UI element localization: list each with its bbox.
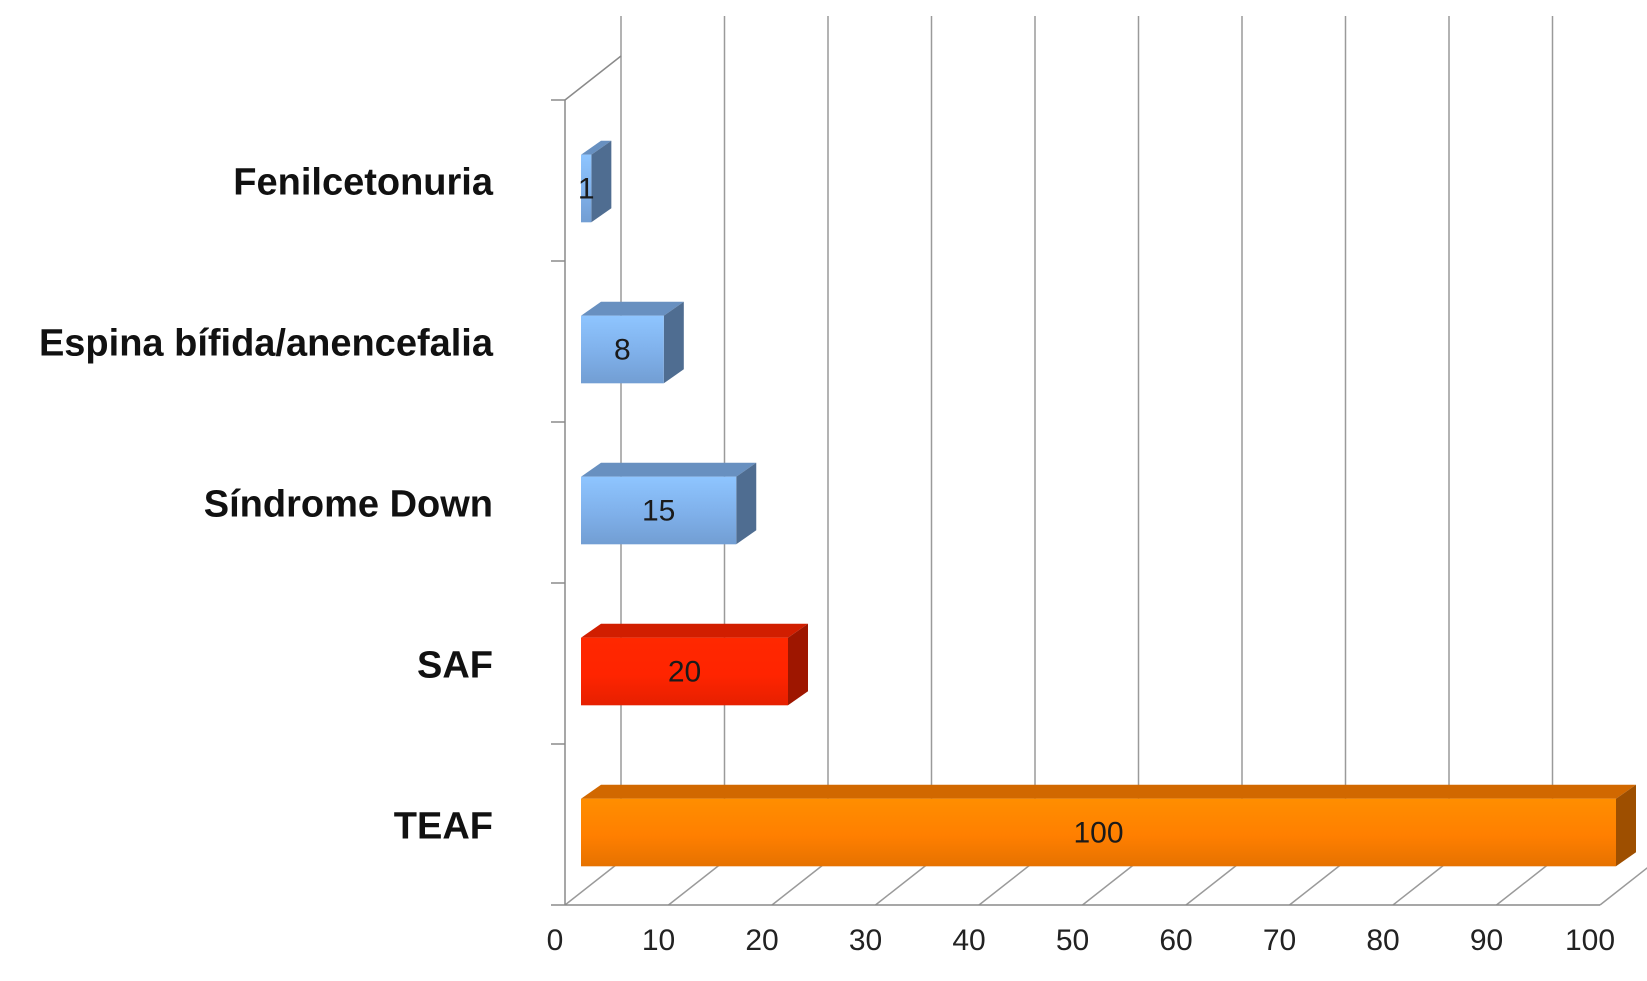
floor-gridline bbox=[1289, 860, 1346, 906]
bar-side-face bbox=[591, 140, 612, 223]
floor-gridline bbox=[1599, 867, 1647, 906]
gridlines bbox=[564, 16, 1647, 906]
floor-gridline bbox=[1082, 860, 1139, 906]
bar-side-face bbox=[788, 623, 808, 706]
bar-side-face bbox=[1616, 784, 1636, 867]
x-tick-labels: 0 10 20 30 40 50 60 70 80 90 100 bbox=[547, 924, 1615, 957]
category-label-espina-bifida-anencefalia: Espina bífida/anencefalia bbox=[39, 323, 494, 365]
data-label-fenilcetonuria: 1 bbox=[578, 173, 595, 206]
floor-gridline bbox=[1496, 860, 1553, 906]
bars: 100 20 15 8 1 bbox=[578, 140, 1636, 867]
x-tick-label-80: 80 bbox=[1366, 924, 1399, 957]
x-tick-label-90: 90 bbox=[1470, 924, 1503, 957]
bar-teaf: 100 bbox=[581, 784, 1636, 867]
bar-side-face bbox=[663, 301, 684, 384]
category-label-fenilcetonuria: Fenilcetonuria bbox=[233, 162, 494, 204]
bar-top-face bbox=[581, 784, 1636, 799]
bar-fenilcetonuria: 1 bbox=[578, 140, 612, 223]
floor-gridline bbox=[668, 860, 725, 906]
data-label-saf: 20 bbox=[668, 656, 701, 689]
x-tick-label-100: 100 bbox=[1565, 924, 1615, 957]
floor-gridline bbox=[564, 860, 622, 906]
bar-front-face bbox=[581, 798, 1616, 867]
floor-gridline bbox=[1185, 860, 1243, 906]
category-labels: TEAF SAF Síndrome Down Espina bífida/anence… bbox=[39, 162, 494, 848]
y-axis-depth bbox=[564, 55, 622, 101]
floor-gridline bbox=[771, 860, 829, 906]
bar-front-face bbox=[581, 637, 788, 706]
bar-top-face bbox=[581, 462, 757, 477]
bar-top-face bbox=[581, 140, 612, 155]
x-tick-label-60: 60 bbox=[1159, 924, 1192, 957]
x-tick-label-30: 30 bbox=[849, 924, 882, 957]
x-tick-label-20: 20 bbox=[745, 924, 778, 957]
category-label-saf: SAF bbox=[417, 645, 493, 687]
x-tick-label-40: 40 bbox=[952, 924, 985, 957]
bar-espina-bifida-anencefalia: 8 bbox=[581, 301, 684, 384]
bar-front-face bbox=[581, 476, 737, 545]
bar-front-face bbox=[581, 154, 592, 223]
category-label-teaf: TEAF bbox=[394, 806, 493, 848]
bar-top-face bbox=[581, 301, 684, 316]
data-label-espina-bifida-anencefalia: 8 bbox=[614, 334, 631, 367]
floor-gridline bbox=[978, 860, 1036, 906]
category-label-sindrome-down: Síndrome Down bbox=[204, 484, 493, 526]
bar-side-face bbox=[736, 462, 757, 545]
bar-saf: 20 bbox=[581, 623, 808, 706]
axes bbox=[551, 55, 1600, 906]
data-label-teaf: 100 bbox=[1073, 817, 1123, 850]
x-tick-label-10: 10 bbox=[642, 924, 675, 957]
x-tick-label-50: 50 bbox=[1056, 924, 1089, 957]
floor-gridline bbox=[875, 860, 932, 906]
data-label-sindrome-down: 15 bbox=[642, 495, 675, 528]
bar-front-face bbox=[581, 315, 664, 384]
bar-sindrome-down: 15 bbox=[581, 462, 757, 545]
x-tick-label-0: 0 bbox=[547, 924, 564, 957]
bar-top-face bbox=[581, 623, 808, 638]
x-tick-label-70: 70 bbox=[1263, 924, 1296, 957]
floor-gridline bbox=[1392, 860, 1450, 906]
